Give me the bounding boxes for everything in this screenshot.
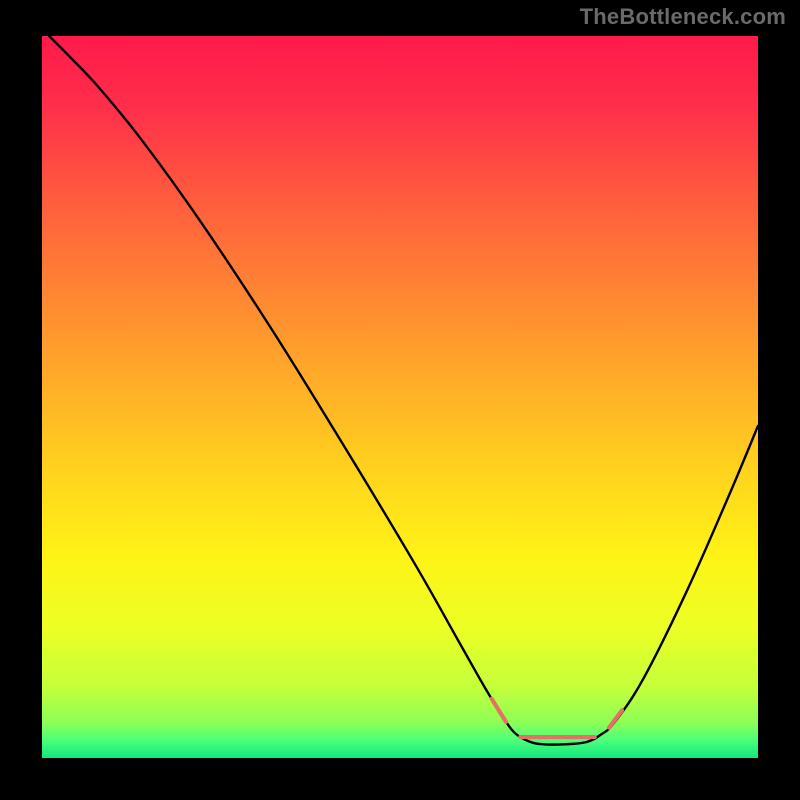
plot-frame [0,0,800,800]
plot-area [42,36,758,758]
highlight-segment [609,710,622,727]
highlight-segment [492,699,506,722]
main-curve [49,36,758,745]
watermark-text: TheBottleneck.com [580,4,786,30]
highlight-group [492,699,622,737]
chart-curve-layer [42,36,758,758]
